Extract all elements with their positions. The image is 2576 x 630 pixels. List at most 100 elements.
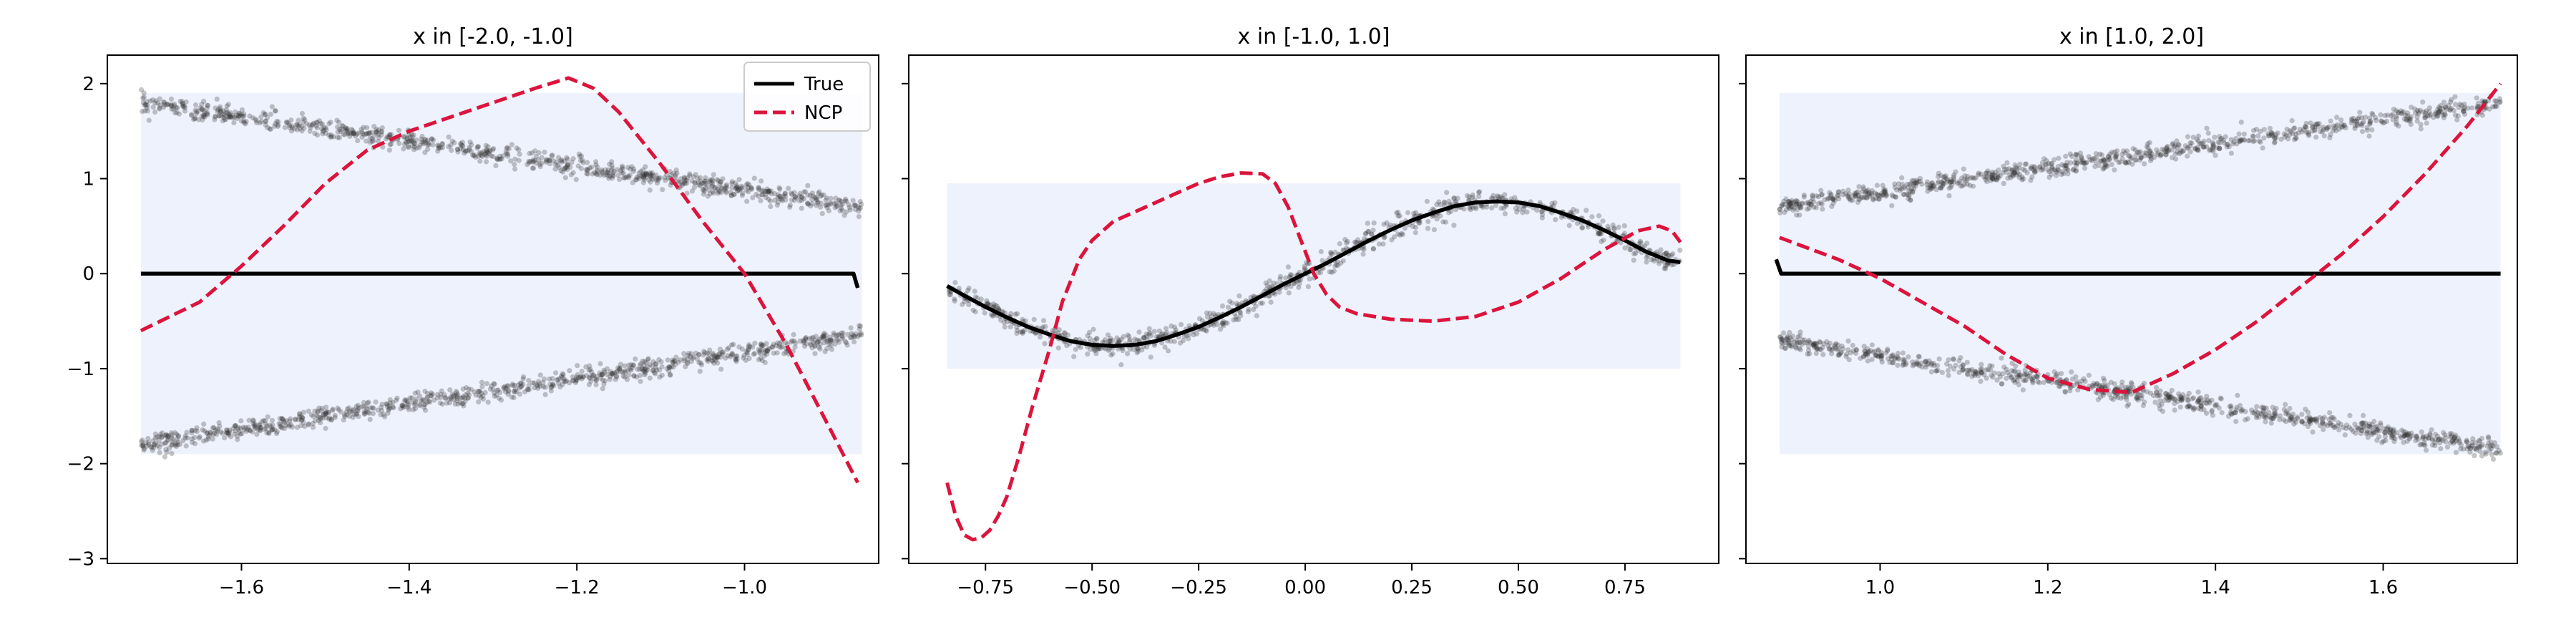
scatter-point (429, 136, 435, 142)
scatter-point (730, 352, 736, 357)
scatter-point (750, 195, 756, 200)
scatter-point (1014, 311, 1020, 316)
scatter-point (156, 434, 162, 440)
scatter-point (1132, 336, 1138, 342)
scatter-point (2269, 132, 2275, 138)
scatter-point (185, 435, 190, 441)
scatter-point (554, 377, 560, 383)
scatter-point (1995, 174, 2001, 180)
scatter-point (1116, 339, 1122, 345)
scatter-point (169, 106, 175, 112)
scatter-point (666, 368, 672, 374)
scatter-point (490, 147, 496, 152)
scatter-point (812, 343, 818, 349)
scatter-point (478, 394, 484, 400)
scatter-point (2021, 176, 2026, 182)
scatter-point (2155, 150, 2161, 155)
scatter-point (416, 403, 423, 409)
scatter-point (2164, 145, 2170, 151)
scatter-point (640, 368, 646, 374)
scatter-point (1843, 191, 1848, 197)
scatter-point (1859, 189, 1865, 195)
scatter-point (2063, 163, 2069, 169)
scatter-point (2423, 436, 2429, 442)
scatter-point (2198, 399, 2204, 405)
scatter-point (218, 113, 224, 119)
scatter-point (2037, 164, 2043, 170)
scatter-point (2275, 130, 2280, 136)
scatter-point (1827, 340, 1833, 346)
scatter-point (462, 150, 467, 156)
scatter-point (2107, 155, 2113, 161)
scatter-point (2063, 153, 2069, 159)
scatter-point (2205, 397, 2211, 403)
scatter-point (2320, 416, 2326, 422)
scatter-point (1960, 362, 1966, 368)
scatter-point (2378, 112, 2384, 118)
scatter-point (2333, 123, 2339, 129)
scatter-point (2441, 100, 2447, 105)
scatter-point (350, 127, 356, 133)
scatter-point (511, 388, 517, 394)
scatter-point (273, 431, 280, 437)
scatter-point (2373, 115, 2379, 121)
scatter-point (1061, 330, 1068, 336)
scatter-point (298, 423, 304, 429)
scatter-point (501, 384, 507, 390)
scatter-point (2134, 394, 2140, 401)
scatter-point (602, 369, 608, 375)
scatter-point (1014, 324, 1020, 330)
scatter-point (183, 443, 189, 449)
scatter-point (1797, 203, 1802, 208)
scatter-point (817, 346, 823, 352)
scatter-point (1981, 372, 1987, 378)
scatter-point (2358, 425, 2364, 430)
scatter-point (1611, 226, 1617, 232)
scatter-point (2049, 160, 2055, 166)
scatter-point (467, 145, 472, 150)
scatter-point (1489, 205, 1495, 210)
scatter-point (1212, 312, 1219, 318)
scatter-point (338, 409, 343, 415)
scatter-point (1400, 232, 1405, 238)
scatter-point (1811, 343, 1817, 349)
scatter-point (1933, 368, 1939, 374)
scatter-point (1978, 379, 1984, 384)
scatter-point (411, 141, 417, 147)
scatter-point (725, 353, 731, 359)
scatter-point (2402, 432, 2408, 439)
scatter-point (2067, 388, 2073, 394)
scatter-point (157, 105, 162, 111)
scatter-point (497, 156, 503, 163)
scatter-point (145, 108, 150, 114)
scatter-point (487, 386, 494, 392)
scatter-point (1777, 206, 1783, 212)
scatter-point (386, 407, 391, 413)
scatter-point (717, 351, 723, 357)
scatter-point (998, 317, 1004, 323)
scatter-point (1794, 201, 1800, 207)
scatter-point (809, 345, 815, 351)
scatter-point (808, 342, 814, 348)
scatter-point (468, 149, 474, 155)
scatter-point (650, 173, 656, 178)
scatter-point (2027, 370, 2033, 376)
scatter-point (534, 382, 540, 388)
scatter-point (1814, 341, 1820, 346)
scatter-point (814, 196, 819, 203)
scatter-point (212, 430, 218, 436)
scatter-point (2415, 437, 2421, 442)
scatter-point (670, 170, 677, 176)
scatter-point (1984, 170, 1989, 176)
scatter-point (595, 169, 600, 175)
scatter-point (1134, 350, 1140, 356)
scatter-point (369, 136, 375, 142)
scatter-point (455, 149, 461, 155)
scatter-point (2474, 104, 2480, 110)
scatter-point (1914, 359, 1920, 364)
scatter-point (302, 423, 308, 430)
scatter-point (783, 339, 789, 345)
scatter-point (654, 367, 660, 373)
scatter-point (696, 183, 702, 188)
scatter-point (1452, 200, 1458, 205)
